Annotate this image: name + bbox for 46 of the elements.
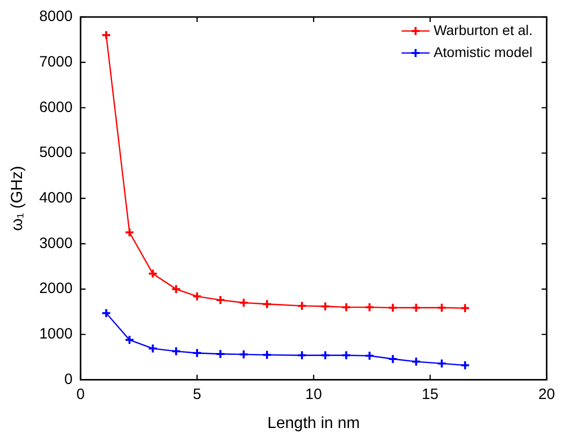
point — [148, 268, 158, 279]
point — [124, 334, 135, 345]
y-tick-label: 0 — [64, 370, 73, 388]
point — [296, 350, 307, 360]
x-tick-label: 5 — [192, 386, 202, 403]
point — [124, 227, 135, 238]
point — [364, 350, 375, 361]
x-tick-label: 0 — [76, 386, 85, 403]
point — [411, 356, 422, 367]
y-tick-label: 5000 — [39, 144, 73, 162]
y-tick-label: 2000 — [39, 280, 73, 298]
legend-label: Atomistic model — [434, 44, 532, 60]
point — [436, 358, 447, 368]
point — [192, 291, 202, 302]
point — [320, 350, 330, 360]
point — [148, 344, 158, 354]
y-tick-label: 7000 — [39, 53, 73, 70]
point — [238, 349, 249, 360]
y-axis-title: ω₁ (GHz) — [9, 166, 26, 231]
point — [215, 348, 226, 359]
x-tick-label: 15 — [422, 386, 438, 403]
y-tick-label: 4000 — [39, 190, 73, 207]
point — [388, 302, 398, 313]
legend-label: Warburton et al. — [434, 22, 533, 38]
y-tick-label: 8000 — [39, 8, 73, 26]
y-tick-label: 3000 — [39, 234, 73, 252]
x-axis-title: Length in nm — [267, 414, 360, 432]
point — [364, 302, 375, 312]
point — [238, 298, 249, 308]
point — [171, 346, 182, 356]
y-tick-label: 6000 — [39, 98, 73, 116]
point — [215, 294, 226, 305]
x-tick-label: 20 — [538, 386, 555, 403]
point — [341, 350, 352, 360]
point — [341, 302, 352, 312]
point — [436, 302, 447, 313]
point — [320, 301, 330, 312]
point — [296, 300, 307, 311]
point — [388, 354, 398, 364]
x-tick-label: 10 — [305, 386, 322, 403]
point — [411, 302, 422, 313]
point — [262, 299, 272, 310]
point — [262, 350, 272, 360]
y-tick-label: 1000 — [39, 326, 73, 343]
point — [171, 284, 182, 294]
point — [192, 348, 202, 358]
